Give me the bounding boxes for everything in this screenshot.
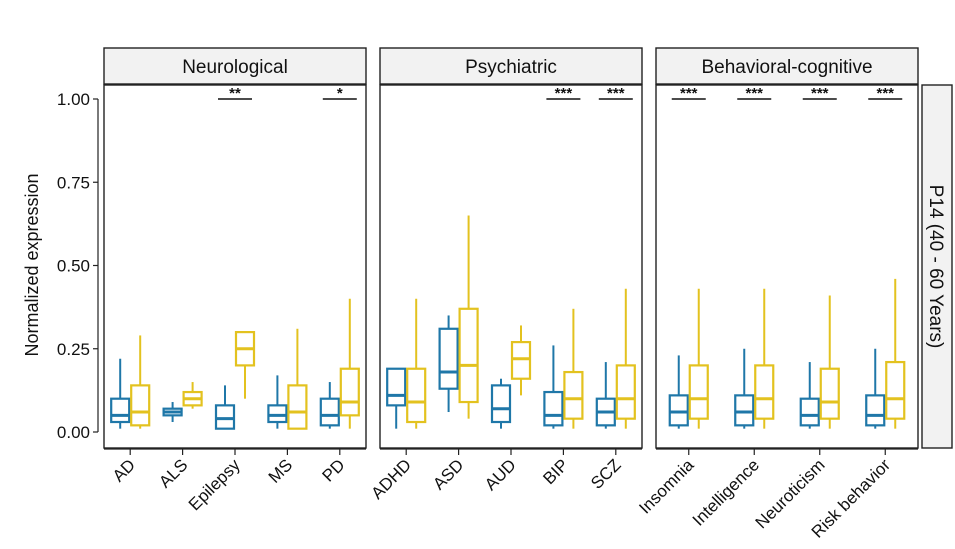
box-b <box>563 370 584 420</box>
x-tick-label: ADHD <box>368 455 415 502</box>
x-tick-label: MS <box>265 455 296 486</box>
box-a <box>267 404 288 424</box>
x-tick-label: ASD <box>429 455 467 493</box>
significance-label: *** <box>876 85 894 102</box>
panel-title: Behavioral-cognitive <box>701 57 872 78</box>
y-tick-label: 0.50 <box>57 257 90 276</box>
significance-label: *** <box>555 85 573 102</box>
box-a <box>319 397 340 427</box>
y-tick-label: 0.75 <box>57 173 90 192</box>
box-b <box>406 367 427 424</box>
y-tick-label: 1.00 <box>57 90 90 109</box>
box-a <box>543 390 564 427</box>
box-b <box>615 364 636 420</box>
panel-strip-behavioral-cognitive <box>655 47 919 85</box>
y-axis-title: Normalized expression <box>22 173 42 356</box>
box-a <box>799 397 820 427</box>
box-b <box>130 384 151 427</box>
panel-frame <box>103 84 367 449</box>
significance-label: * <box>337 85 343 102</box>
box-a <box>214 404 236 430</box>
box-a <box>734 394 755 427</box>
significance-label: *** <box>607 85 625 102</box>
box-b <box>458 307 479 404</box>
y-tick-label: 0.00 <box>57 423 90 442</box>
significance-label: *** <box>680 85 698 102</box>
x-tick-label: Epilepsy <box>185 455 244 514</box>
panel-strip-neurological <box>103 47 367 85</box>
x-tick-label: SCZ <box>587 455 624 492</box>
box-b <box>688 364 709 420</box>
box-a <box>438 327 459 390</box>
box-b <box>339 367 360 417</box>
panel-strip-psychiatric <box>379 47 643 85</box>
x-tick-label: PD <box>318 455 348 485</box>
significance-label: ** <box>229 85 241 102</box>
box-a <box>865 394 886 427</box>
x-tick-label: Insomnia <box>635 455 698 518</box>
significance-label: *** <box>745 85 763 102</box>
box-a <box>386 367 407 407</box>
significance-label: *** <box>811 85 829 102</box>
box-a <box>110 397 131 424</box>
box-b <box>754 364 775 420</box>
x-tick-label: BIP <box>539 455 572 488</box>
box-a <box>668 394 689 427</box>
box-a <box>490 384 512 424</box>
row-strip <box>921 84 953 449</box>
panel-frame <box>655 84 919 449</box>
panel-title: Neurological <box>182 57 288 78</box>
box-b <box>287 384 308 430</box>
x-tick-label: ALS <box>155 455 191 491</box>
x-tick-label: AD <box>109 455 139 485</box>
row-strip-label: P14 (40 - 60 Years) <box>925 185 946 349</box>
x-tick-label: AUD <box>481 455 520 494</box>
box-b <box>885 360 906 420</box>
panel-title: Psychiatric <box>465 57 557 78</box>
box-b <box>819 367 840 420</box>
y-tick-label: 0.25 <box>57 340 90 359</box>
box-b <box>510 340 532 380</box>
